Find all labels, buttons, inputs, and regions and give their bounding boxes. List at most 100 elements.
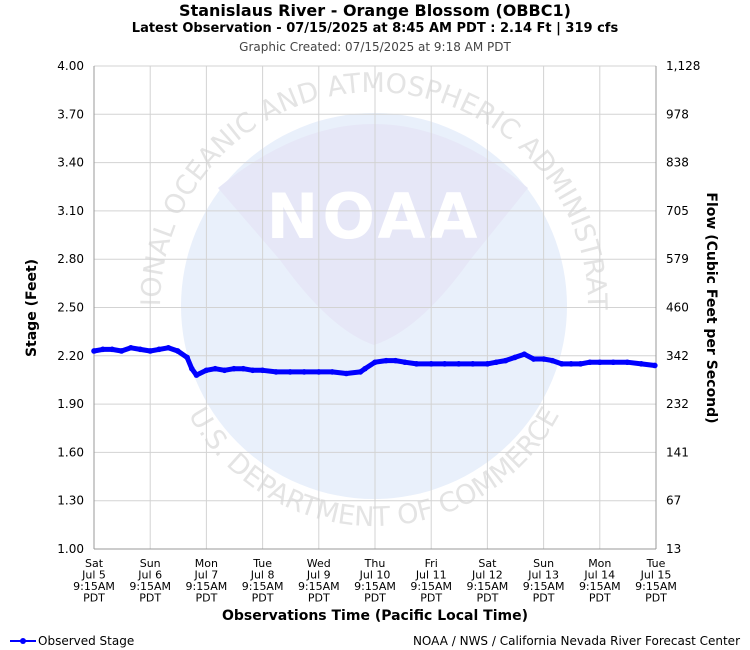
latest-observation: Latest Observation - 07/15/2025 at 8:45 … [131,21,619,36]
data-point [188,365,195,372]
x-tick-label: Fri [425,557,438,570]
x-tick-label: 9:15AM [186,580,228,593]
data-point [137,346,144,353]
y2-tick-label: 232 [666,397,689,411]
data-point [118,348,125,354]
data-point [259,367,266,374]
data-point [540,356,547,362]
x-tick-label: Jul 14 [583,569,615,582]
data-point [652,362,658,369]
data-point [165,344,172,351]
x-tick-label: PDT [420,592,442,605]
y-axis-ticks: 1.00 1.30 1.60 1.90 2.20 2.50 2.80 3.10 3.40 3.70… [57,59,84,556]
y-axis-label: Stage (Feet) [24,259,40,357]
x-tick-label: Jul 9 [306,569,331,582]
y2-tick-label: 13 [666,542,681,556]
data-point [549,357,556,364]
y-tick-label: 3.70 [57,107,84,121]
y2-tick-label: 579 [666,252,689,266]
data-point [577,361,584,367]
x-tick-label: Tue [252,557,272,570]
data-point [128,344,134,351]
data-point [383,357,389,364]
x-tick-label: Sat [85,557,104,570]
data-point [469,361,476,367]
data-point [301,369,307,375]
x-tick-label: Mon [588,557,611,570]
x-tick-label: Jul 7 [194,569,219,582]
x-tick-label: Sun [533,557,554,570]
y-tick-label: 2.50 [57,301,84,315]
agency-credit: NOAA / NWS / California Nevada River For… [412,634,740,648]
data-point [521,351,528,357]
x-tick-label: PDT [308,592,330,605]
data-point [512,354,518,361]
data-point [392,357,399,364]
x-tick-label: Jul 13 [527,569,559,582]
data-point [193,372,200,378]
data-point [249,367,256,374]
x-tick-label: 9:15AM [635,580,677,593]
y-tick-label: 1.30 [57,494,84,508]
chart-title: Stanislaus River - Orange Blossom (OBBC1… [179,1,571,20]
data-point [287,369,293,375]
data-point [174,348,181,354]
data-point [109,346,115,353]
data-point [402,359,408,366]
y2-tick-label: 838 [666,156,689,170]
chart-grid [93,65,657,550]
data-point [91,348,97,354]
x-tick-label: Thu [364,557,386,570]
x-tick-label: PDT [645,592,667,605]
x-tick-label: Jul 11 [415,569,447,582]
x-tick-label: PDT [195,592,217,605]
x-tick-label: PDT [83,592,105,605]
x-tick-label: Jul 12 [471,569,503,582]
x-tick-label: Jul 10 [359,569,391,582]
y2-tick-label: 141 [666,445,689,459]
data-point [343,370,350,377]
data-point [221,367,228,374]
watermark-bird-shape [218,124,528,345]
data-point [568,361,574,367]
data-point [413,361,420,367]
data-point [484,361,491,367]
data-point [493,359,499,366]
data-point [610,359,617,366]
y2-axis-label: Flow (Cubic Feet per Second) [703,192,719,423]
x-axis-label: Observations Time (Pacific Local Time) [222,608,528,624]
plot-frame [93,66,657,550]
x-tick-label: 9:15AM [242,580,284,593]
y2-tick-label: 1,128 [666,59,700,73]
data-point [99,346,106,353]
y-tick-label: 1.60 [57,445,84,459]
y-tick-label: 1.90 [57,397,84,411]
x-tick-label: Jul 8 [250,569,275,582]
data-point [530,356,537,362]
data-point [587,359,593,366]
legend-label: Observed Stage [38,634,135,648]
y2-tick-label: 67 [666,494,681,508]
y-tick-label: 1.00 [57,542,84,556]
y2-tick-label: 460 [666,301,689,315]
data-point [362,365,368,372]
x-tick-label: PDT [139,592,161,605]
legend-line-marker-icon [10,637,36,645]
x-tick-label: 9:15AM [467,580,509,593]
data-point [638,361,645,367]
x-tick-label: PDT [589,592,611,605]
x-tick-label: 9:15AM [129,580,171,593]
data-point [147,348,153,354]
y-tick-label: 4.00 [57,59,84,73]
x-tick-label: 9:15AM [410,580,452,593]
x-tick-label: Sat [478,557,497,570]
data-point [597,359,603,366]
x-tick-label: Jul 6 [137,569,162,582]
data-point [156,346,162,353]
x-tick-label: PDT [252,592,274,605]
stage-chart: NATIONAL OCEANIC AND ATMOSPHERIC ADMINIS… [0,0,719,624]
x-tick-label: Tue [646,557,666,570]
x-tick-label: PDT [476,592,498,605]
data-point [203,367,210,374]
